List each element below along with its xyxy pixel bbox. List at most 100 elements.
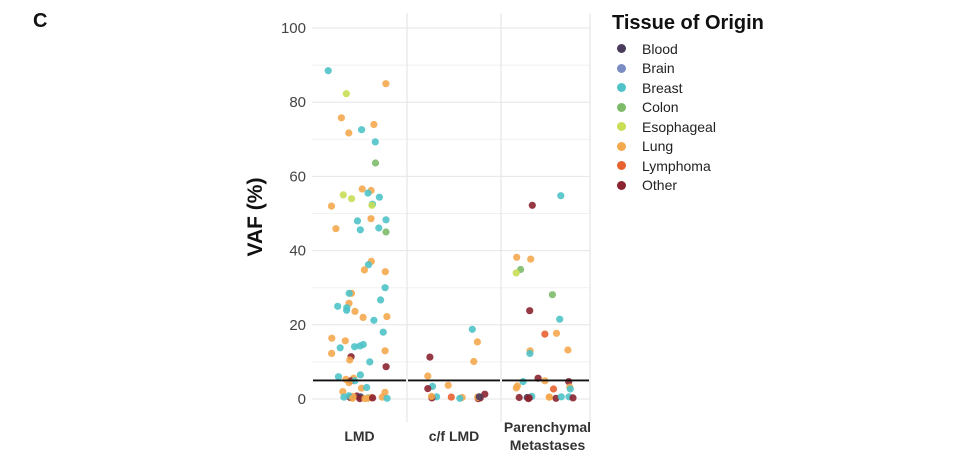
data-point-lung: [327, 202, 336, 210]
data-point-breast: [377, 296, 385, 304]
data-point-breast: [556, 315, 564, 323]
data-point-breast: [351, 343, 359, 351]
legend-item-esophageal: Esophageal: [612, 117, 764, 137]
data-point-lung: [552, 329, 561, 337]
data-point-breast: [519, 378, 527, 386]
panel-letter: C: [33, 10, 48, 32]
data-point-other: [515, 393, 523, 402]
data-point-lung: [381, 347, 389, 355]
legend-dot-icon: [617, 63, 626, 73]
data-point-other: [528, 201, 536, 209]
data-point-breast: [324, 67, 332, 75]
data-point-lung: [513, 253, 521, 261]
data-point-esophageal: [348, 195, 356, 203]
data-point-other: [569, 394, 577, 402]
data-point-breast: [375, 193, 383, 201]
data-point-esophageal: [342, 90, 350, 98]
data-point-blood: [475, 393, 483, 401]
legend-title: Tissue of Origin: [612, 12, 764, 34]
legend-label: Lymphoma: [642, 157, 711, 174]
data-point-other: [369, 394, 377, 402]
data-point-breast: [566, 385, 574, 393]
y-tick-label: 20: [289, 317, 306, 334]
data-point-other: [356, 395, 364, 403]
data-point-breast: [345, 289, 353, 297]
legend-dot-icon: [617, 102, 626, 112]
data-point-other: [526, 307, 534, 315]
data-point-breast: [334, 373, 343, 381]
data-point-breast: [356, 342, 364, 350]
data-point-lung: [360, 266, 368, 274]
x-category-label: c/f LMD: [429, 428, 480, 444]
data-point-other: [524, 395, 533, 403]
legend-item-brain: Brain: [612, 59, 764, 79]
y-tick-label: 100: [281, 20, 306, 37]
legend-item-lymphoma: Lymphoma: [612, 156, 764, 176]
legend-dot-icon: [617, 180, 626, 190]
legend-dot-icon: [617, 83, 626, 93]
legend-label: Colon: [642, 99, 679, 116]
data-point-lung: [359, 313, 367, 321]
data-point-lung: [564, 346, 572, 354]
data-point-lung: [527, 255, 535, 263]
data-point-breast: [356, 371, 364, 379]
data-point-lung: [332, 225, 340, 233]
legend-label: Breast: [642, 79, 683, 96]
data-point-breast: [557, 393, 565, 401]
legend-dot-icon: [617, 44, 626, 54]
y-tick-label: 0: [298, 391, 306, 408]
data-point-lung: [346, 356, 354, 364]
data-point-esophageal: [368, 201, 376, 209]
data-point-lung: [349, 394, 357, 402]
data-point-colon: [382, 228, 390, 236]
y-tick-label: 80: [289, 94, 306, 111]
legend-item-blood: Blood: [612, 39, 764, 59]
data-point-breast: [371, 138, 379, 146]
legend-item-colon: Colon: [612, 98, 764, 118]
data-point-lymphoma: [541, 330, 549, 338]
data-point-breast: [468, 325, 476, 333]
data-point-esophageal: [339, 191, 347, 199]
legend-label: Esophageal: [642, 118, 716, 135]
data-point-breast: [456, 394, 464, 402]
data-point-other: [426, 353, 434, 361]
data-point-breast: [364, 189, 372, 197]
data-point-lung: [367, 215, 375, 223]
data-point-lung: [513, 382, 522, 390]
data-point-lung: [351, 307, 359, 315]
data-point-colon: [371, 159, 380, 167]
x-category-label: Metastases: [510, 437, 586, 453]
legend-label: Brain: [642, 60, 675, 77]
data-point-lung: [381, 268, 389, 276]
data-point-lung: [345, 129, 353, 137]
data-point-lymphoma: [447, 393, 455, 401]
data-point-lymphoma: [549, 385, 558, 393]
data-point-breast: [379, 328, 387, 336]
x-category-label: LMD: [344, 428, 374, 444]
legend-dot-icon: [617, 122, 626, 132]
data-point-lung: [470, 357, 478, 366]
data-point-lung: [328, 334, 336, 342]
data-point-breast: [370, 316, 378, 324]
legend-label: Lung: [642, 138, 674, 155]
data-point-lung: [545, 393, 553, 401]
data-point-lung: [444, 381, 452, 389]
data-point-breast: [526, 349, 534, 357]
data-point-lung: [424, 372, 432, 380]
data-point-breast: [557, 192, 565, 200]
data-point-breast: [366, 358, 374, 366]
legend-label: Blood: [642, 40, 678, 57]
data-point-breast: [358, 126, 366, 134]
data-point-lung: [337, 114, 345, 122]
data-point-breast: [383, 394, 391, 402]
data-point-breast: [353, 217, 362, 225]
data-point-lung: [328, 349, 336, 357]
data-point-lung: [382, 80, 390, 88]
data-point-other: [424, 385, 432, 393]
data-point-breast: [356, 226, 364, 234]
x-category-label: Parenchymal: [504, 419, 591, 435]
data-point-breast: [334, 302, 342, 310]
data-point-lung: [473, 338, 481, 346]
